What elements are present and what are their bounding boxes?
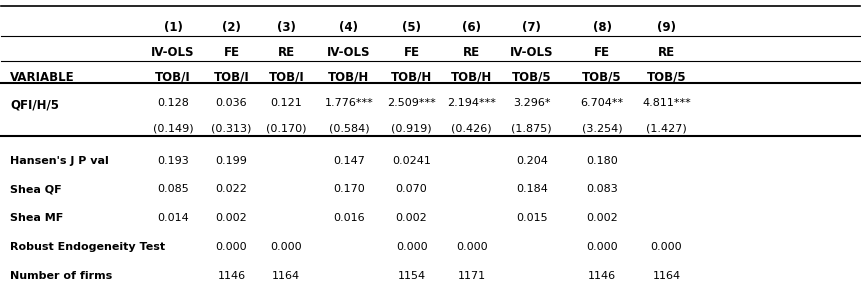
Text: 2.509***: 2.509***	[387, 98, 436, 108]
Text: IV-OLS: IV-OLS	[327, 46, 371, 59]
Text: 0.199: 0.199	[215, 156, 247, 166]
Text: (0.170): (0.170)	[266, 123, 307, 133]
Text: (0.584): (0.584)	[329, 123, 369, 133]
Text: TOB/H: TOB/H	[451, 71, 492, 83]
Text: TOB/H: TOB/H	[391, 71, 432, 83]
Text: 0.184: 0.184	[516, 184, 548, 194]
Text: (7): (7)	[523, 21, 542, 34]
Text: (5): (5)	[402, 21, 421, 34]
Text: TOB/5: TOB/5	[582, 71, 622, 83]
Text: 0.070: 0.070	[396, 184, 428, 194]
Text: (1.427): (1.427)	[646, 123, 687, 133]
Text: (3): (3)	[277, 21, 296, 34]
Text: (2): (2)	[222, 21, 241, 34]
Text: (0.919): (0.919)	[391, 123, 432, 133]
Text: 0.000: 0.000	[215, 242, 247, 252]
Text: 2.194***: 2.194***	[447, 98, 496, 108]
Text: 0.170: 0.170	[333, 184, 365, 194]
Text: (0.313): (0.313)	[211, 123, 251, 133]
Text: TOB/I: TOB/I	[155, 71, 191, 83]
Text: 0.002: 0.002	[586, 213, 618, 223]
Text: 0.083: 0.083	[586, 184, 618, 194]
Text: (1): (1)	[164, 21, 183, 34]
Text: (0.426): (0.426)	[451, 123, 492, 133]
Text: RE: RE	[463, 46, 480, 59]
Text: QFI/H/5: QFI/H/5	[10, 98, 59, 111]
Text: 1.776***: 1.776***	[325, 98, 374, 108]
Text: 4.811***: 4.811***	[642, 98, 691, 108]
Text: 0.147: 0.147	[333, 156, 365, 166]
Text: 1164: 1164	[653, 271, 680, 281]
Text: 0.002: 0.002	[396, 213, 428, 223]
Text: 1164: 1164	[272, 271, 300, 281]
Text: (8): (8)	[592, 21, 611, 34]
Text: FE: FE	[223, 46, 239, 59]
Text: 0.000: 0.000	[270, 242, 302, 252]
Text: Shea QF: Shea QF	[10, 184, 62, 194]
Text: Hansen's J P val: Hansen's J P val	[10, 156, 108, 166]
Text: 0.000: 0.000	[586, 242, 618, 252]
Text: 0.180: 0.180	[586, 156, 618, 166]
Text: 0.036: 0.036	[215, 98, 247, 108]
Text: RE: RE	[278, 46, 294, 59]
Text: (6): (6)	[462, 21, 481, 34]
Text: TOB/I: TOB/I	[269, 71, 304, 83]
Text: TOB/I: TOB/I	[214, 71, 250, 83]
Text: (0.149): (0.149)	[152, 123, 194, 133]
Text: VARIABLE: VARIABLE	[10, 71, 75, 83]
Text: TOB/H: TOB/H	[328, 71, 369, 83]
Text: 0.000: 0.000	[455, 242, 487, 252]
Text: 1146: 1146	[217, 271, 245, 281]
Text: 0.121: 0.121	[270, 98, 302, 108]
Text: IV-OLS: IV-OLS	[510, 46, 554, 59]
Text: 0.015: 0.015	[516, 213, 548, 223]
Text: 0.002: 0.002	[215, 213, 247, 223]
Text: FE: FE	[594, 46, 610, 59]
Text: Shea MF: Shea MF	[10, 213, 63, 223]
Text: 0.000: 0.000	[396, 242, 427, 252]
Text: 0.128: 0.128	[157, 98, 189, 108]
Text: (3.254): (3.254)	[582, 123, 623, 133]
Text: FE: FE	[404, 46, 419, 59]
Text: 1146: 1146	[588, 271, 616, 281]
Text: 1154: 1154	[398, 271, 425, 281]
Text: 0.0241: 0.0241	[392, 156, 431, 166]
Text: Robust Endogeneity Test: Robust Endogeneity Test	[10, 242, 165, 252]
Text: IV-OLS: IV-OLS	[152, 46, 195, 59]
Text: TOB/5: TOB/5	[647, 71, 686, 83]
Text: Number of firms: Number of firms	[10, 271, 112, 281]
Text: (4): (4)	[339, 21, 358, 34]
Text: TOB/5: TOB/5	[512, 71, 552, 83]
Text: (9): (9)	[657, 21, 676, 34]
Text: 0.204: 0.204	[516, 156, 548, 166]
Text: 0.016: 0.016	[333, 213, 365, 223]
Text: RE: RE	[658, 46, 675, 59]
Text: (1.875): (1.875)	[511, 123, 552, 133]
Text: 0.022: 0.022	[215, 184, 247, 194]
Text: 6.704**: 6.704**	[580, 98, 623, 108]
Text: 1171: 1171	[458, 271, 486, 281]
Text: 0.000: 0.000	[651, 242, 682, 252]
Text: 0.085: 0.085	[158, 184, 189, 194]
Text: 0.014: 0.014	[158, 213, 189, 223]
Text: 0.193: 0.193	[158, 156, 189, 166]
Text: 3.296*: 3.296*	[513, 98, 550, 108]
